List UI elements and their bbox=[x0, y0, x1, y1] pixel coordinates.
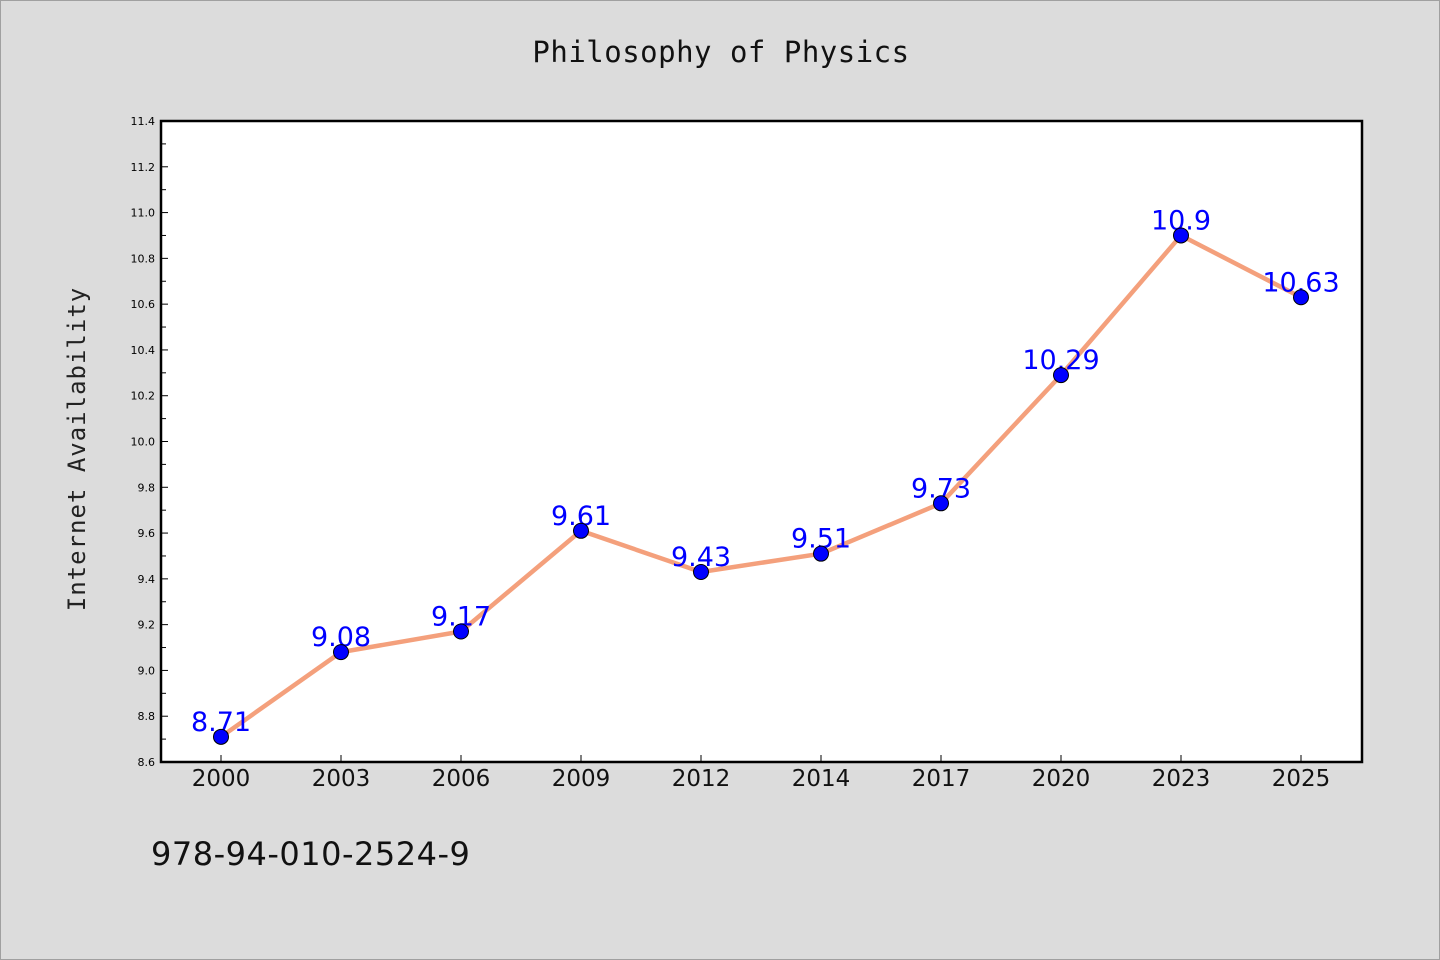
y-tick-label: 10.6 bbox=[131, 298, 156, 311]
data-point bbox=[1293, 289, 1309, 306]
x-tick-label: 2023 bbox=[1152, 766, 1211, 792]
y-tick-label: 9.2 bbox=[138, 619, 156, 632]
y-tick-label: 10.4 bbox=[131, 344, 156, 357]
x-tick-label: 2009 bbox=[552, 766, 611, 792]
y-tick-label: 10.0 bbox=[131, 436, 156, 449]
data-point bbox=[813, 545, 829, 562]
x-tick-label: 2003 bbox=[312, 766, 371, 792]
y-tick-label: 8.8 bbox=[138, 710, 156, 723]
data-point bbox=[1173, 227, 1189, 244]
x-tick-label: 2000 bbox=[192, 766, 251, 792]
plot-frame bbox=[159, 119, 1364, 764]
y-tick-label: 11.0 bbox=[131, 207, 156, 220]
data-point bbox=[1053, 367, 1069, 384]
y-tick-label: 9.4 bbox=[138, 573, 156, 586]
x-tick-label: 2012 bbox=[672, 766, 731, 792]
x-tick-label: 2020 bbox=[1032, 766, 1091, 792]
isbn-text: 978-94-010-2524-9 bbox=[151, 835, 471, 873]
y-tick-label: 10.2 bbox=[131, 390, 156, 403]
y-tick-label: 11.4 bbox=[131, 115, 156, 128]
data-point bbox=[693, 563, 709, 580]
y-tick-label: 8.6 bbox=[138, 756, 156, 769]
data-point bbox=[933, 495, 949, 512]
y-tick-label: 9.0 bbox=[138, 664, 156, 677]
y-tick-label: 9.8 bbox=[138, 481, 156, 494]
x-axis: 2000 2003 2006 2009 2012 2014 2017 2020 2023 2025 bbox=[192, 755, 1331, 792]
data-point bbox=[333, 644, 349, 661]
plot-area bbox=[161, 121, 1362, 762]
x-tick-label: 2025 bbox=[1272, 766, 1331, 792]
x-tick-label: 2014 bbox=[792, 766, 851, 792]
x-tick-label: 2006 bbox=[432, 766, 491, 792]
chart-title: Philosophy of Physics bbox=[532, 35, 910, 69]
data-point bbox=[453, 623, 469, 640]
y-axis: 8.6 8.8 9.0 9.2 9.4 9.6 9.8 10.0 10.2 10.4 10.6 10.… bbox=[131, 115, 168, 769]
data-point bbox=[213, 728, 229, 745]
y-tick-label: 10.8 bbox=[131, 252, 156, 265]
y-tick-label: 9.6 bbox=[138, 527, 156, 540]
x-tick-label: 2017 bbox=[912, 766, 971, 792]
series-line bbox=[218, 233, 1304, 740]
data-point bbox=[573, 522, 589, 539]
y-tick-label: 11.2 bbox=[131, 161, 156, 174]
